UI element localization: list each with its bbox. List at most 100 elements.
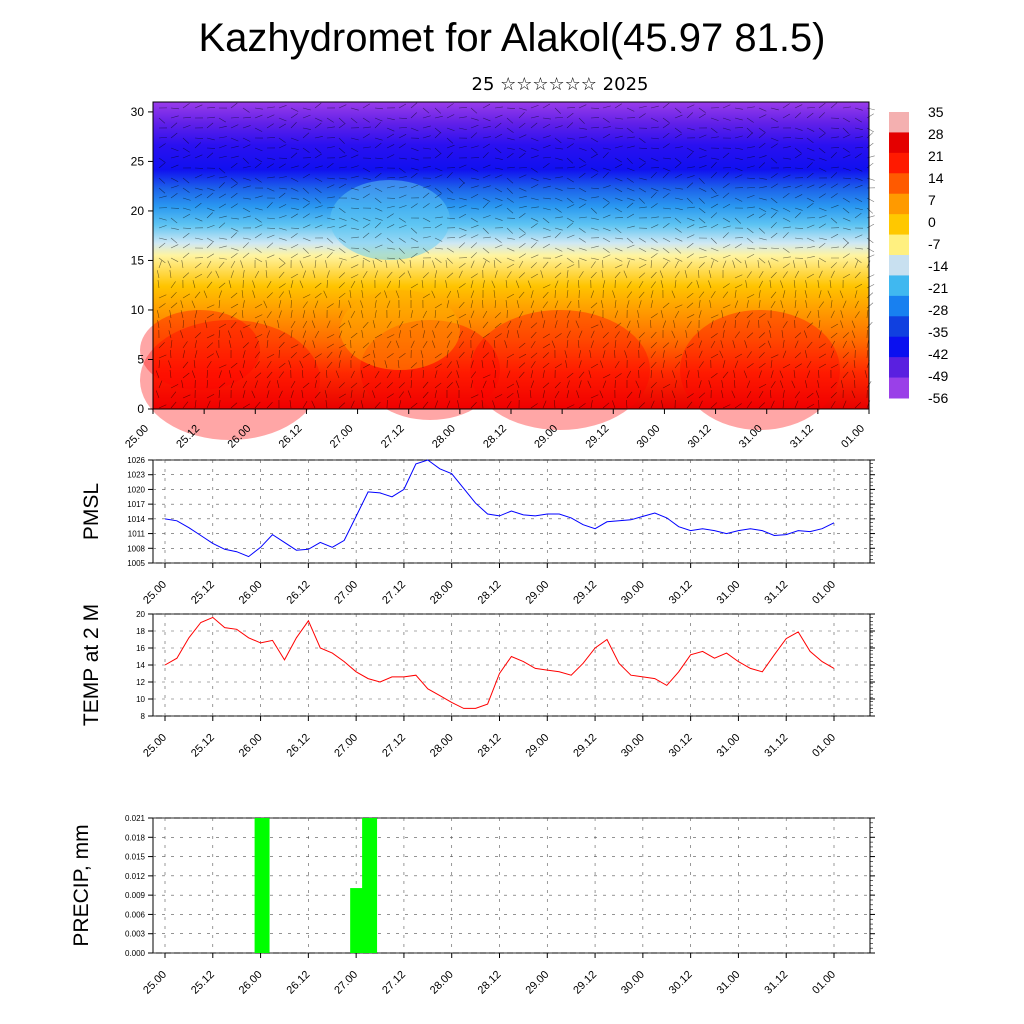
wind-barb — [554, 107, 561, 114]
wind-barb — [782, 271, 788, 279]
wind-barb — [314, 177, 323, 182]
wind-barb — [218, 136, 227, 139]
wind-barb — [338, 360, 341, 369]
wind-barb — [590, 173, 598, 179]
wind-barb — [842, 106, 851, 109]
wind-barb — [746, 132, 754, 139]
wind-barb — [674, 173, 683, 179]
wind-barb — [360, 300, 364, 309]
y-tick-label: 10 — [131, 303, 145, 317]
wind-barb — [780, 280, 784, 289]
wind-barb — [493, 260, 496, 269]
wind-barb — [638, 177, 647, 181]
wind-barb — [626, 213, 635, 219]
wind-barb — [542, 333, 550, 339]
wind-barb — [530, 177, 539, 182]
wind-barb — [326, 163, 334, 169]
wind-barb — [481, 400, 484, 409]
y-tick-label: 25 — [131, 154, 145, 168]
wind-barb — [626, 197, 635, 201]
wind-barb — [470, 124, 479, 129]
wind-barb — [518, 342, 526, 349]
wind-barb — [614, 264, 623, 269]
wind-barb — [530, 217, 539, 222]
wind-barb — [804, 380, 808, 389]
wind-barb — [818, 242, 826, 249]
wind-barb — [482, 340, 486, 349]
x-tick-label: 01.00 — [839, 423, 867, 451]
wind-barb — [734, 257, 742, 264]
wind-barb — [674, 271, 680, 279]
wind-barb — [456, 370, 460, 379]
wind-barb — [782, 137, 792, 139]
wind-barb — [614, 127, 624, 129]
colorbar-label: 7 — [928, 192, 936, 208]
wind-barb — [278, 237, 287, 241]
wind-barb — [278, 176, 287, 179]
colorbar-label: -28 — [928, 302, 948, 318]
wind-barb — [638, 332, 645, 339]
wind-barb — [758, 197, 767, 201]
wind-barb — [566, 320, 569, 329]
wind-barb — [254, 361, 260, 369]
wind-barb — [338, 260, 343, 269]
wind-barb — [422, 330, 426, 339]
wind-barb — [518, 134, 527, 139]
wind-barb — [155, 390, 160, 399]
wind-barb — [362, 382, 370, 389]
wind-barb — [374, 187, 383, 192]
wind-barb — [710, 340, 716, 349]
wind-barb — [398, 237, 406, 243]
wind-barb — [722, 183, 730, 189]
wind-barb — [698, 310, 702, 319]
wind-barb — [386, 117, 395, 121]
wind-barb — [386, 177, 395, 179]
wind-barb — [470, 224, 479, 229]
wind-barb — [194, 137, 203, 140]
wind-barb — [662, 360, 665, 369]
wind-barb — [660, 280, 664, 289]
wind-barb — [302, 294, 311, 299]
wind-barb — [372, 260, 376, 269]
wind-barb — [158, 177, 166, 184]
wind-barb — [266, 217, 275, 220]
wind-barb — [362, 342, 370, 349]
wind-barb — [578, 172, 586, 179]
wind-barb — [758, 342, 766, 349]
wind-barb — [242, 177, 251, 181]
wind-barb — [434, 353, 442, 359]
wind-barb — [506, 353, 515, 359]
wind-barb — [602, 350, 606, 359]
wind-barb — [362, 126, 371, 129]
wind-barb — [326, 343, 335, 349]
wind-barb — [758, 186, 767, 189]
wind-barb — [410, 323, 419, 329]
wind-barb — [864, 370, 868, 379]
wind-barb — [470, 132, 478, 139]
wind-barb — [866, 197, 875, 202]
wind-barb — [374, 137, 383, 141]
wind-barb — [794, 300, 797, 309]
wind-barb — [395, 340, 400, 349]
wind-barb — [266, 311, 272, 319]
wind-barb — [818, 147, 826, 154]
wind-barb — [794, 147, 802, 154]
wind-barb — [482, 125, 491, 129]
wind-barb — [626, 244, 635, 249]
wind-barb — [230, 321, 237, 329]
wind-barb — [482, 299, 484, 309]
wind-barb — [206, 175, 215, 179]
wind-barb — [386, 224, 395, 229]
wind-barb — [722, 117, 731, 121]
wind-barb — [842, 332, 850, 339]
wind-barb — [782, 207, 791, 212]
wind-barb — [554, 300, 559, 309]
wind-barb — [470, 273, 478, 279]
wind-barb — [314, 359, 316, 369]
wind-barb — [746, 127, 754, 134]
wind-barb — [626, 330, 631, 339]
wind-barb — [230, 232, 238, 239]
wind-barb — [566, 137, 575, 140]
wind-barb — [263, 300, 268, 309]
x-tick-label: 30.00 — [635, 423, 663, 451]
